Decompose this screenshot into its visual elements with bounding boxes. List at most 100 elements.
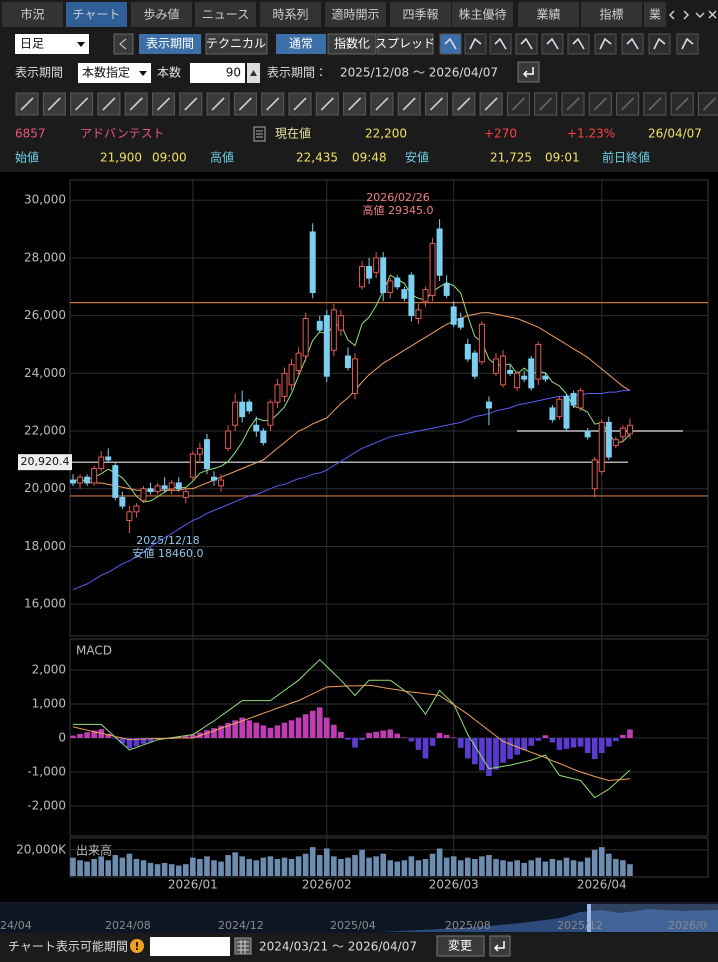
volume-bar — [154, 864, 161, 876]
tab[interactable] — [66, 2, 127, 27]
normal-button[interactable] — [276, 34, 326, 54]
tab-next[interactable] — [683, 10, 690, 20]
reset-footer-button[interactable] — [489, 935, 511, 957]
date-input[interactable] — [150, 937, 230, 956]
navigator-handle[interactable] — [587, 904, 591, 932]
candle-body — [211, 476, 217, 481]
tool-icon[interactable] — [515, 33, 538, 55]
candle-body — [457, 317, 464, 328]
tool-icon[interactable] — [439, 33, 462, 55]
tab[interactable] — [131, 2, 192, 27]
candle-body — [422, 289, 429, 302]
mode-value: 本数指定 — [82, 65, 130, 80]
volume-bar — [98, 856, 104, 876]
candle-body — [295, 352, 302, 371]
volume-bar — [422, 858, 429, 876]
footer-range: 2024/03/21 ～ 2026/04/07 — [259, 940, 417, 954]
tool-icon[interactable] — [464, 33, 487, 55]
tool-icon[interactable] — [621, 33, 644, 55]
histogram-bar — [394, 733, 401, 739]
doc-icon[interactable] — [253, 126, 266, 142]
candle-body — [316, 320, 323, 331]
volume-bar — [281, 857, 288, 876]
tab[interactable] — [390, 2, 451, 27]
histogram-bar — [352, 738, 358, 748]
mode-select[interactable] — [78, 63, 151, 83]
volume-bar — [591, 849, 598, 876]
volume-bar — [493, 858, 499, 876]
change-button[interactable] — [436, 935, 485, 957]
histogram-bar — [133, 738, 140, 747]
histogram-bar — [126, 738, 133, 749]
panel-title: MACD — [76, 644, 112, 658]
y-tick-label: -2,000 — [27, 799, 66, 813]
drawing-glyph — [593, 97, 607, 111]
spread-button[interactable] — [377, 33, 434, 55]
tool-glyph — [626, 37, 639, 50]
tool-icon[interactable] — [648, 33, 671, 55]
drawing-glyph — [511, 97, 525, 111]
tool-icon[interactable] — [594, 33, 617, 55]
tool-icon[interactable] — [541, 33, 564, 55]
histogram-bar — [147, 738, 154, 742]
moving-average — [72, 390, 630, 591]
tab[interactable] — [2, 2, 63, 27]
candle-body — [429, 242, 436, 296]
histogram-bar — [613, 738, 619, 742]
tab[interactable] — [452, 2, 513, 27]
volume-bar — [577, 861, 584, 876]
candle-body — [443, 283, 450, 296]
candle-body — [485, 401, 492, 409]
stock-code: 6857 — [15, 127, 46, 141]
volume-bar — [112, 855, 119, 876]
volume-bar — [528, 860, 535, 876]
candle-body — [464, 343, 471, 360]
histogram-bar — [577, 738, 584, 747]
candle-body — [274, 384, 281, 403]
tool-icon[interactable] — [676, 33, 699, 55]
reset-button[interactable] — [517, 61, 540, 83]
moving-average — [73, 312, 631, 491]
tool-icon[interactable] — [489, 33, 512, 55]
volume-bar — [415, 860, 422, 876]
tool-icon[interactable] — [567, 33, 590, 55]
navigator-labels: 24/04 2024/08 2024/12 2025/04 2025/08 2025/12… — [0, 919, 707, 932]
candle-body — [70, 479, 76, 484]
histogram-bar — [408, 738, 415, 742]
tab[interactable] — [260, 2, 321, 27]
tab[interactable] — [644, 2, 666, 27]
tab[interactable] — [325, 2, 386, 27]
prev-button[interactable] — [113, 33, 134, 55]
drawing-tool[interactable] — [698, 92, 718, 116]
volume-bar — [302, 853, 309, 876]
volume-bar — [140, 860, 147, 876]
tab[interactable] — [195, 2, 256, 27]
price: 22,200 — [365, 127, 407, 141]
candle-body — [591, 459, 598, 490]
tab-close[interactable] — [708, 10, 717, 19]
navigator-label: 2026/0 — [668, 919, 707, 932]
volume-bar — [309, 847, 316, 876]
candle-body — [105, 456, 112, 461]
volume-bar — [521, 862, 527, 876]
tab[interactable] — [518, 2, 579, 27]
candle-body — [380, 257, 387, 294]
index-button[interactable] — [327, 33, 377, 55]
candle-body — [570, 393, 577, 406]
period-button-label: 表示期間 — [146, 37, 194, 51]
interval-select[interactable] — [15, 34, 89, 54]
tab-menu[interactable] — [695, 12, 705, 19]
navigator-window[interactable] — [587, 904, 718, 932]
histogram-bar — [246, 720, 253, 739]
volume-bar — [408, 856, 415, 876]
histogram-bar — [324, 717, 330, 739]
volume-bar — [126, 853, 133, 876]
technical-button[interactable] — [205, 33, 268, 55]
count-input[interactable] — [190, 63, 245, 83]
candle-body — [232, 401, 239, 426]
stock-name: アドバンテスト — [80, 127, 165, 141]
volume-bar — [133, 858, 140, 876]
tab[interactable] — [581, 2, 642, 27]
tab-prev[interactable] — [668, 10, 675, 20]
period-button[interactable] — [139, 34, 201, 54]
